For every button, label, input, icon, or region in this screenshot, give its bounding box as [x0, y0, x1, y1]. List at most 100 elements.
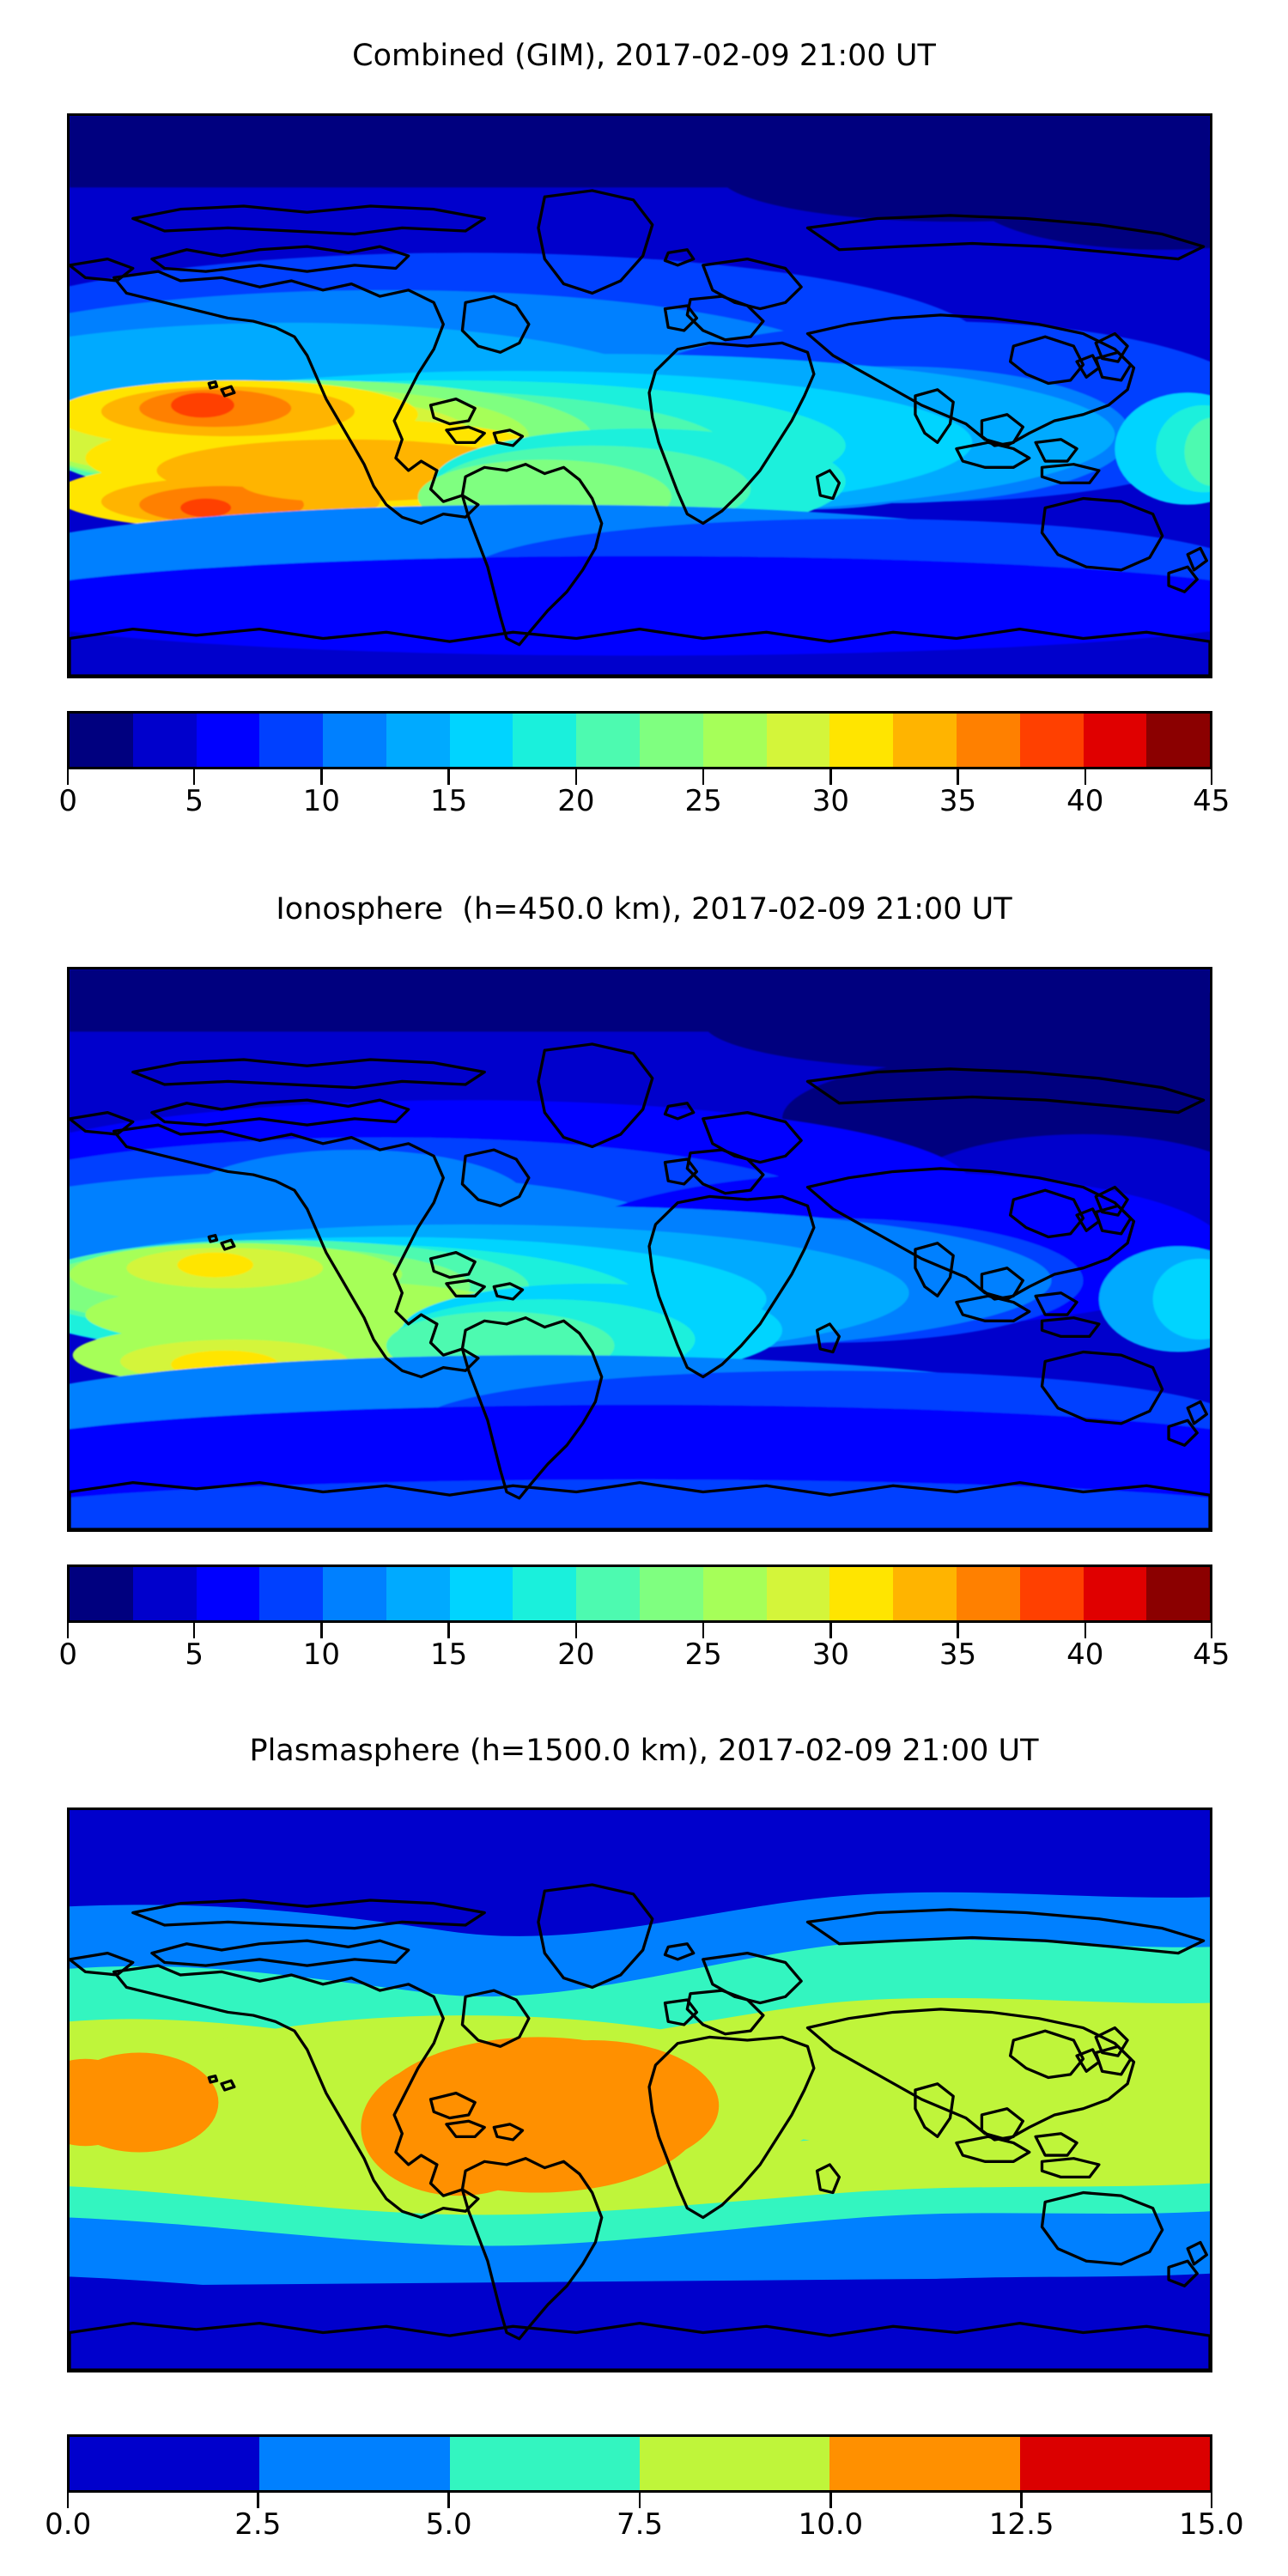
colorbar-tick-label: 30 — [811, 1637, 849, 1672]
colorbar-band — [513, 1567, 577, 1620]
colorbar-band — [829, 2437, 1020, 2490]
colorbar-band — [1019, 1567, 1084, 1620]
colorbar-tick-label: 10.0 — [798, 2507, 864, 2542]
colorbar-band — [513, 714, 577, 767]
colorbar-tick — [1210, 1623, 1212, 1638]
colorbar-band — [323, 714, 386, 767]
colorbar-tick-label: 5.0 — [425, 2507, 472, 2542]
colorbar-tick-label: 15.0 — [1178, 2507, 1244, 2542]
colorbar-band — [639, 2437, 830, 2490]
colorbar-tick — [574, 1623, 578, 1638]
map-ionosphere — [67, 967, 1212, 1532]
colorbar-band — [702, 1567, 767, 1620]
colorbar-band — [323, 1567, 386, 1620]
colorbar-wrap-plasmasphere: 0.0 2.5 5.0 7.5 10.0 12.5 15.0 — [45, 2434, 1244, 2555]
colorbar-band — [576, 714, 641, 767]
colorbar-tick — [829, 2493, 832, 2508]
colorbar-band — [576, 1567, 641, 1620]
colorbar-band — [1083, 1567, 1147, 1620]
colorbar-band — [766, 1567, 830, 1620]
colorbar-band — [1083, 714, 1147, 767]
colorbar-tick-label: 12.5 — [988, 2507, 1054, 2542]
colorbar-tick — [1020, 2493, 1023, 2508]
colorbar-band — [259, 714, 324, 767]
colorbar-tick — [957, 1623, 959, 1638]
colorbar-tick — [447, 2493, 450, 2508]
colorbar-band — [702, 714, 767, 767]
colorbar-tick — [447, 1623, 450, 1638]
colorbar-tick — [320, 1623, 323, 1638]
colorbar-band — [956, 714, 1020, 767]
colorbar-band — [640, 714, 703, 767]
colorbar-band — [259, 2437, 450, 2490]
colorbar-tick — [320, 769, 323, 785]
colorbar-labels-combined-gim: 0 5 10 15 20 25 30 35 40 45 — [58, 784, 1230, 821]
colorbar-tick-label: 0 — [58, 784, 78, 818]
colorbar-tick — [447, 769, 450, 785]
colorbar-tick-label: 45 — [1193, 784, 1230, 818]
colorbar-tick — [1210, 2493, 1212, 2508]
colorbar-band — [70, 714, 133, 767]
colorbar-ticks-plasmasphere — [67, 2493, 1212, 2508]
colorbar-tick — [67, 769, 70, 785]
colorbar-tick-label: 7.5 — [616, 2507, 664, 2542]
panel-title-combined-gim: Combined (GIM), 2017-02-09 21:00 UT — [352, 39, 936, 73]
colorbar-tick-label: 45 — [1193, 1637, 1230, 1672]
colorbar-band — [449, 2437, 640, 2490]
colorbar-band — [70, 1567, 133, 1620]
colorbar-band — [766, 714, 830, 767]
colorbar-band — [829, 1567, 894, 1620]
colorbar-band — [70, 2437, 260, 2490]
colorbar-tick-label: 10 — [302, 1637, 341, 1672]
colorbar-band — [259, 1567, 324, 1620]
colorbar-band — [196, 714, 260, 767]
colorbar-tick-label: 0.0 — [45, 2507, 92, 2542]
colorbar-tick-label: 40 — [1066, 1637, 1104, 1672]
colorbar-tick-label: 35 — [939, 1637, 977, 1672]
colorbar-tick — [702, 769, 705, 785]
colorbar-labels-ionosphere: 0 5 10 15 20 25 30 35 40 45 — [58, 1637, 1230, 1674]
colorbar-band — [449, 1567, 513, 1620]
colorbar-tick — [1084, 1623, 1086, 1638]
colorbar-tick — [1210, 769, 1212, 785]
colorbar-tick — [638, 2493, 641, 2508]
colorbar-tick-label: 5 — [185, 784, 204, 818]
map-canvas-plasmasphere — [70, 1810, 1210, 2370]
colorbar-tick-label: 25 — [684, 784, 722, 818]
colorbar-band — [640, 1567, 703, 1620]
colorbar-tick-label: 2.5 — [234, 2507, 282, 2542]
colorbar-ticks-combined-gim — [67, 769, 1212, 785]
colorbar-band — [386, 1567, 450, 1620]
colorbar-band — [1019, 714, 1084, 767]
colorbar-tick-label: 30 — [811, 784, 849, 818]
map-plasmasphere — [67, 1807, 1212, 2372]
colorbar-tick-label: 5 — [185, 1637, 204, 1672]
colorbar-band — [196, 1567, 260, 1620]
panel-title-ionosphere: Ionosphere (h=450.0 km), 2017-02-09 21:0… — [276, 892, 1012, 927]
colorbar-tick — [829, 1623, 832, 1638]
colorbar-tick-label: 20 — [557, 1637, 595, 1672]
colorbar-tick-label: 15 — [430, 1637, 468, 1672]
colorbar-band — [893, 714, 957, 767]
colorbar-tick — [257, 2493, 259, 2508]
colorbar-tick-label: 25 — [684, 1637, 722, 1672]
colorbar-band — [1146, 714, 1211, 767]
colorbar-wrap-ionosphere: 0 5 10 15 20 25 30 35 40 45 — [58, 1564, 1230, 1685]
colorbar-wrap-combined-gim: 0 5 10 15 20 25 30 35 40 45 — [58, 711, 1230, 831]
colorbar-tick-label: 10 — [302, 784, 341, 818]
colorbar-tick — [193, 1623, 196, 1638]
colorbar-tick — [67, 2493, 70, 2508]
colorbar-band — [1146, 1567, 1211, 1620]
colorbar-tick-label: 40 — [1066, 784, 1104, 818]
colorbar-tick — [702, 1623, 705, 1638]
map-combined-gim — [67, 113, 1212, 678]
colorbar-band — [132, 1567, 197, 1620]
map-render-plasmasphere — [70, 1810, 1210, 2370]
colorbar-band — [956, 1567, 1020, 1620]
colorbar-tick-label: 35 — [939, 784, 977, 818]
map-render-combined-gim — [70, 116, 1210, 676]
colorbar-band — [893, 1567, 957, 1620]
colorbar-ticks-ionosphere — [67, 1623, 1212, 1638]
colorbar-tick — [67, 1623, 70, 1638]
